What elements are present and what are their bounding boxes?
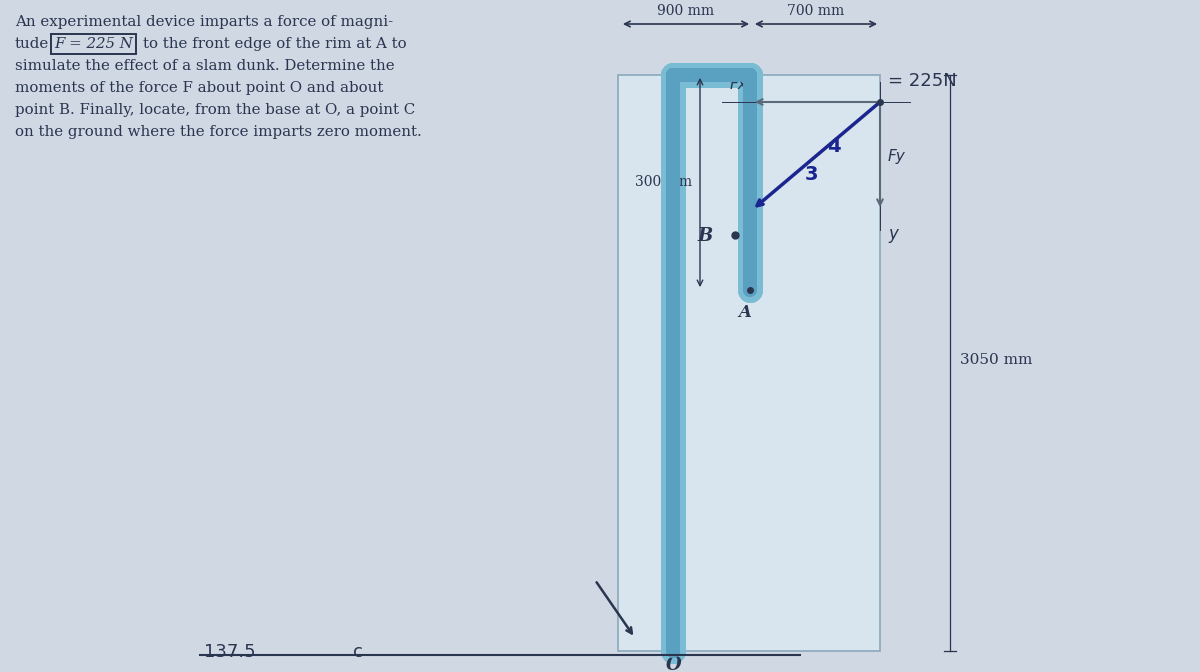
Text: O: O: [666, 656, 682, 672]
Text: 900 mm: 900 mm: [658, 4, 714, 18]
Text: Fx: Fx: [730, 77, 746, 92]
Text: An experimental device imparts a force of magni-: An experimental device imparts a force o…: [14, 15, 394, 29]
Text: B: B: [697, 227, 713, 245]
Bar: [618, 75, 880, 651]
Text: 3: 3: [804, 165, 817, 183]
Text: y: y: [888, 225, 898, 243]
Text: simulate the effect of a slam dunk. Determine the: simulate the effect of a slam dunk. Dete…: [14, 59, 395, 73]
Text: 3050 mm: 3050 mm: [960, 353, 1032, 367]
Text: tude: tude: [14, 37, 49, 51]
Text: A: A: [738, 304, 751, 321]
Text: 137.5: 137.5: [204, 643, 256, 661]
Text: 300 mm: 300 mm: [635, 175, 692, 190]
Text: moments of the force F about point O and about: moments of the force F about point O and…: [14, 81, 383, 95]
Text: point B. Finally, locate, from the base at O, a point C: point B. Finally, locate, from the base …: [14, 103, 415, 117]
Text: 4: 4: [827, 136, 841, 155]
Text: = 225N: = 225N: [888, 72, 956, 90]
Text: to the front edge of the rim at A to: to the front edge of the rim at A to: [143, 37, 407, 51]
Text: 700 mm: 700 mm: [787, 4, 845, 18]
Text: Fy: Fy: [888, 149, 906, 163]
Text: F = 225 N: F = 225 N: [54, 37, 133, 51]
Text: c: c: [353, 643, 362, 661]
Text: on the ground where the force imparts zero moment.: on the ground where the force imparts ze…: [14, 125, 421, 139]
